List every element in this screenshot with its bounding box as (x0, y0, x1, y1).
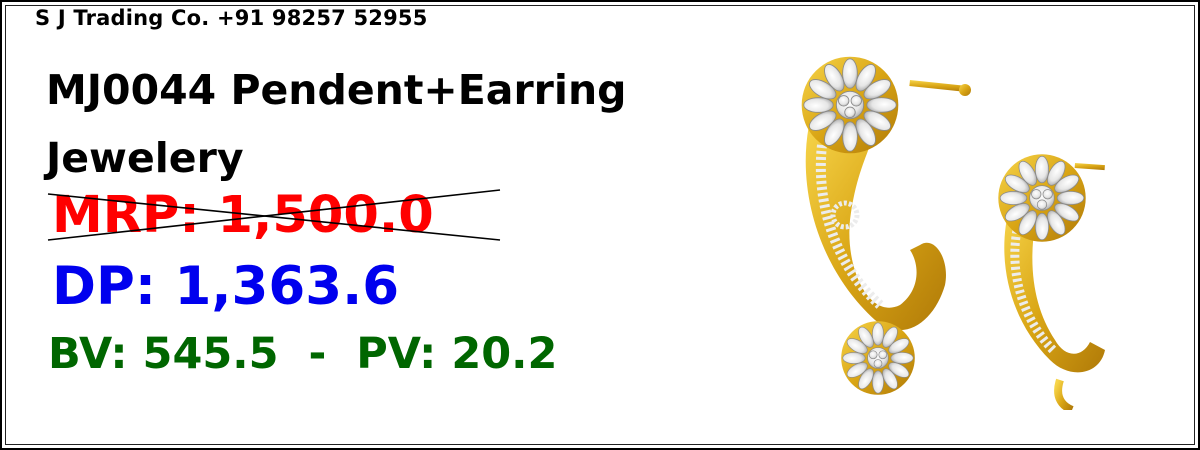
mrp-block: MRP: 1,500.0 (47, 184, 501, 248)
mrp-price: MRP: 1,500.0 (52, 186, 434, 245)
product-title: MJ0044 Pendent+Earring Jewelery (46, 66, 627, 182)
earrings-image (801, 56, 1105, 410)
rear-earring (997, 153, 1105, 410)
bv-pv-values: BV: 545.5 - PV: 20.2 (48, 329, 558, 379)
dp-price: DP: 1,363.6 (52, 256, 400, 317)
front-earring (801, 56, 971, 396)
card-border (5, 5, 1195, 445)
company-contact: S J Trading Co. +91 98257 52955 (35, 6, 428, 30)
